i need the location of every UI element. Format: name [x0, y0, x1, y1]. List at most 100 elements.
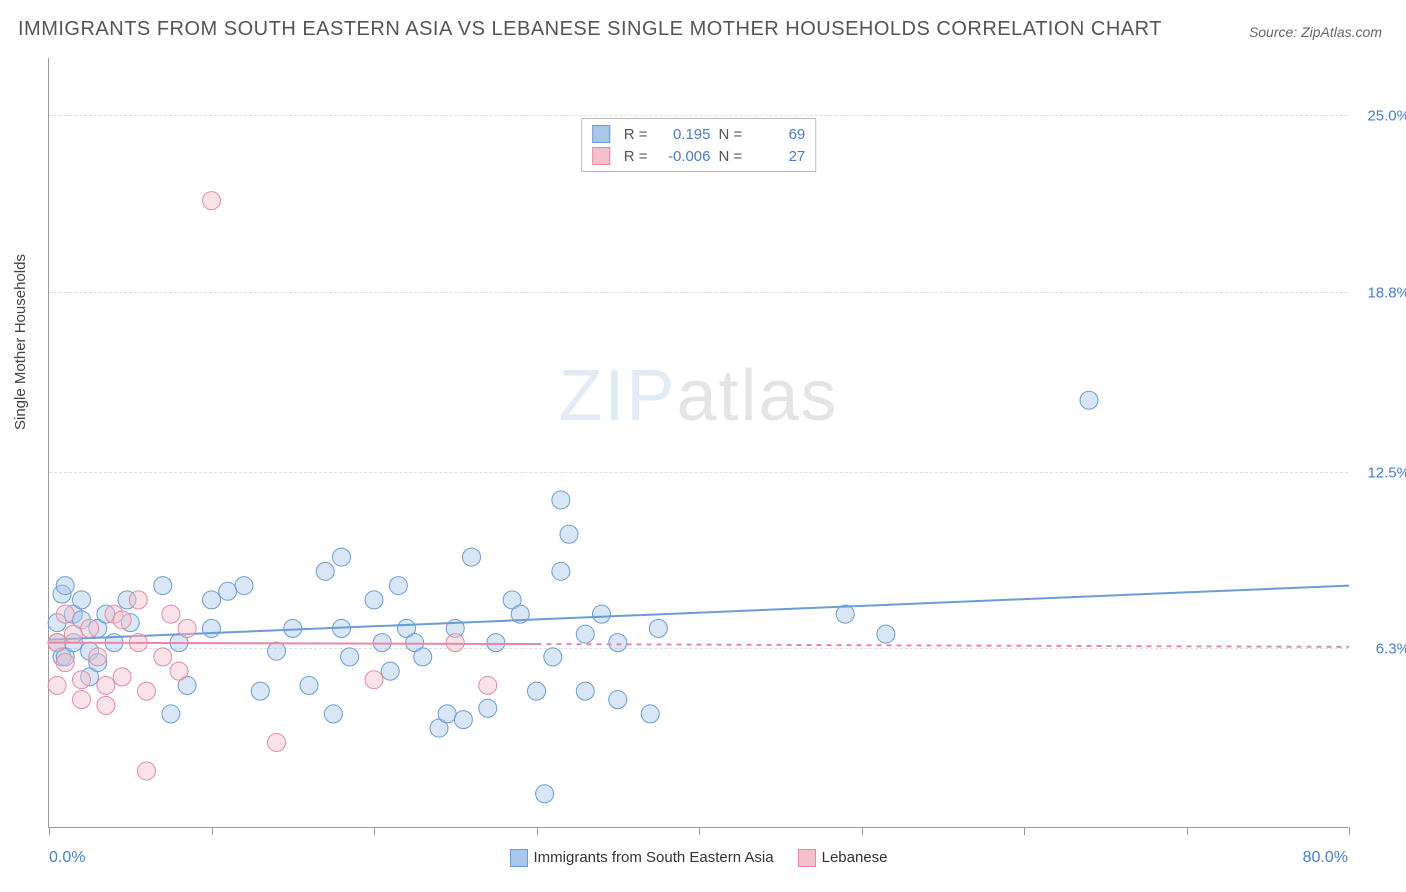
data-point: [333, 548, 351, 566]
data-point: [552, 562, 570, 580]
series-legend-label: Immigrants from South Eastern Asia: [533, 849, 773, 866]
series-legend-label: Lebanese: [822, 849, 888, 866]
r-label: R =: [624, 148, 648, 165]
legend-swatch: [592, 125, 610, 143]
series-legend-item: Immigrants from South Eastern Asia: [509, 849, 773, 867]
data-point: [154, 648, 172, 666]
data-point: [877, 625, 895, 643]
source-credit: Source: ZipAtlas.com: [1249, 24, 1382, 40]
y-tick-label: 18.8%: [1367, 284, 1406, 301]
data-point: [414, 648, 432, 666]
data-point: [138, 682, 156, 700]
data-point: [56, 577, 74, 595]
data-point: [73, 671, 91, 689]
data-point: [560, 525, 578, 543]
stats-legend-row: R = 0.195 N = 69: [592, 123, 806, 145]
data-point: [129, 591, 147, 609]
r-value: -0.006: [656, 148, 711, 165]
data-point: [454, 711, 472, 729]
data-point: [56, 605, 74, 623]
x-min-label: 0.0%: [49, 849, 85, 867]
data-point: [203, 192, 221, 210]
data-point: [641, 705, 659, 723]
data-point: [162, 605, 180, 623]
data-point: [1080, 391, 1098, 409]
series-legend: Immigrants from South Eastern Asia Lebane…: [509, 849, 887, 867]
n-label: N =: [719, 126, 743, 143]
data-point: [300, 676, 318, 694]
data-point: [89, 648, 107, 666]
data-point: [341, 648, 359, 666]
x-tick: [862, 827, 863, 835]
data-point: [446, 634, 464, 652]
data-point: [609, 691, 627, 709]
data-point: [235, 577, 253, 595]
data-point: [576, 682, 594, 700]
x-tick: [374, 827, 375, 835]
plot-area: ZIPatlas 6.3%12.5%18.8%25.0% R =0.195N =…: [48, 58, 1348, 828]
data-point: [649, 619, 667, 637]
n-value: 27: [750, 148, 805, 165]
data-point: [268, 642, 286, 660]
data-point: [389, 577, 407, 595]
x-tick: [1187, 827, 1188, 835]
data-point: [381, 662, 399, 680]
y-tick-label: 12.5%: [1367, 464, 1406, 481]
data-point: [438, 705, 456, 723]
data-point: [536, 785, 554, 803]
x-tick: [1349, 827, 1350, 835]
data-point: [162, 705, 180, 723]
x-max-label: 80.0%: [1303, 849, 1348, 867]
data-point: [203, 591, 221, 609]
data-point: [251, 682, 269, 700]
stats-legend-row: R =-0.006N =27: [592, 145, 806, 167]
legend-swatch: [592, 147, 610, 165]
chart-container: IMMIGRANTS FROM SOUTH EASTERN ASIA VS LE…: [0, 0, 1406, 892]
x-tick: [537, 827, 538, 835]
legend-swatch: [798, 849, 816, 867]
data-point: [268, 733, 286, 751]
n-value: 69: [750, 126, 805, 143]
data-point: [576, 625, 594, 643]
data-point: [487, 634, 505, 652]
x-tick: [699, 827, 700, 835]
data-point: [138, 762, 156, 780]
data-point: [64, 625, 82, 643]
x-tick: [1024, 827, 1025, 835]
data-point: [365, 671, 383, 689]
data-point: [113, 668, 131, 686]
data-point: [609, 634, 627, 652]
r-label: R =: [624, 126, 648, 143]
data-point: [463, 548, 481, 566]
data-point: [479, 699, 497, 717]
data-point: [365, 591, 383, 609]
data-point: [113, 611, 131, 629]
y-axis-label: Single Mother Households: [12, 254, 29, 430]
data-point: [593, 605, 611, 623]
data-point: [154, 577, 172, 595]
data-point: [219, 582, 237, 600]
data-point: [479, 676, 497, 694]
trend-line: [537, 644, 1350, 647]
series-legend-item: Lebanese: [798, 849, 888, 867]
x-tick: [212, 827, 213, 835]
trend-line: [49, 643, 537, 644]
stats-legend: R =0.195N =69R =-0.006N =27: [581, 118, 817, 172]
y-tick-label: 25.0%: [1367, 108, 1406, 125]
data-point: [544, 648, 562, 666]
data-point: [73, 591, 91, 609]
chart-title: IMMIGRANTS FROM SOUTH EASTERN ASIA VS LE…: [18, 18, 1162, 41]
data-point: [48, 676, 66, 694]
data-point: [81, 619, 99, 637]
y-tick-label: 6.3%: [1376, 641, 1406, 658]
data-point: [56, 654, 74, 672]
data-point: [170, 662, 188, 680]
data-point: [528, 682, 546, 700]
data-point: [324, 705, 342, 723]
x-tick: [49, 827, 50, 835]
data-point: [97, 696, 115, 714]
data-point: [203, 619, 221, 637]
legend-swatch: [509, 849, 527, 867]
r-value: 0.195: [656, 126, 711, 143]
data-point: [73, 691, 91, 709]
